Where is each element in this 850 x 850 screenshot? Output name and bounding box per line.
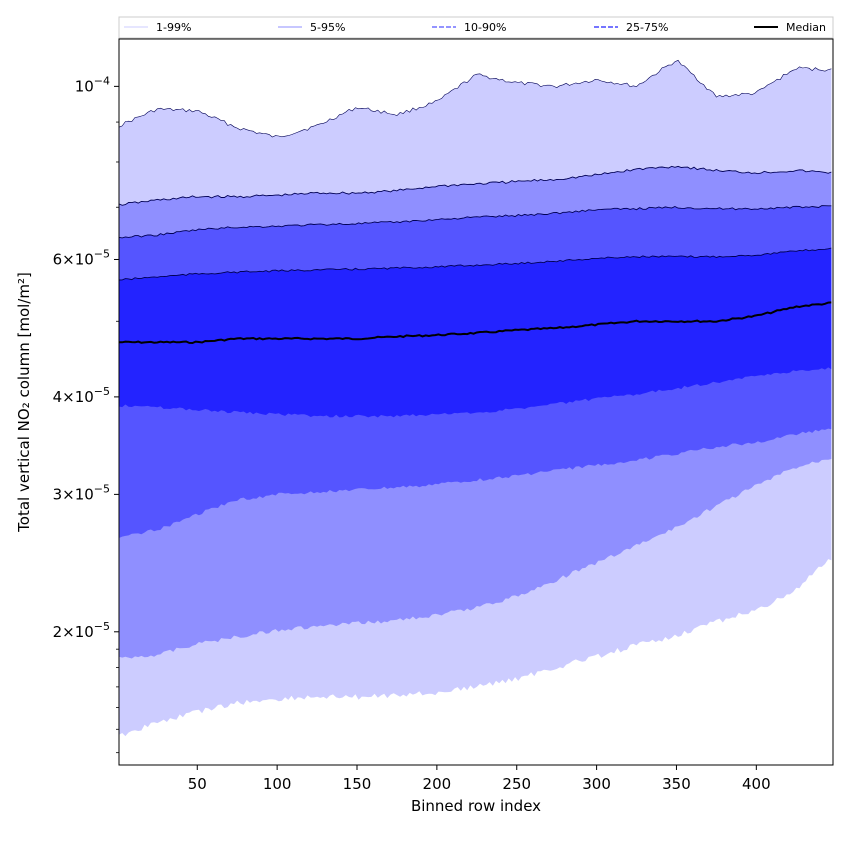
legend-label: Median — [786, 21, 826, 34]
x-axis-label: Binned row index — [411, 797, 541, 815]
x-tick-label: 300 — [582, 775, 611, 793]
y-axis: 2×10−5 3×10−5 4×10−5 6×10−5 10−4 — [53, 74, 119, 754]
y-tick-label: 2×10−5 — [53, 620, 110, 641]
x-tick-label: 50 — [188, 775, 207, 793]
bands-layer — [119, 60, 832, 737]
legend-label: 10-90% — [464, 21, 506, 34]
band-upper-line-25-75pct — [118, 247, 832, 281]
x-tick-label: 250 — [502, 775, 531, 793]
x-tick-label: 150 — [343, 775, 372, 793]
legend-box — [118, 16, 834, 39]
x-tick-label: 200 — [423, 775, 452, 793]
legend-label: 25-75% — [626, 21, 668, 34]
y-tick-label: 6×10−5 — [53, 247, 110, 268]
legend-label: 5-95% — [310, 21, 345, 34]
legend-label: 1-99% — [156, 21, 191, 34]
x-tick-label: 350 — [662, 775, 691, 793]
band-upper-line-1-99pct — [118, 59, 832, 138]
legend: 1-99% 5-95% 10-90% 25-75% Median — [118, 16, 834, 39]
y-tick-label: 3×10−5 — [53, 482, 110, 503]
x-tick-label: 100 — [263, 775, 292, 793]
y-tick-label: 10−4 — [75, 74, 110, 95]
y-tick-label: 4×10−5 — [53, 385, 110, 406]
x-tick-label: 400 — [742, 775, 771, 793]
median-line — [118, 301, 832, 345]
boundary-lines-layer — [118, 59, 832, 345]
y-axis-label: Total vertical NO₂ column [mol/m²] — [15, 272, 33, 533]
band-upper-line-5-95pct — [118, 165, 832, 206]
band-upper-line-10-90pct — [118, 205, 832, 239]
plot-frame — [118, 38, 834, 766]
x-axis: 50 100 150 200 250 300 350 400 — [188, 765, 771, 793]
